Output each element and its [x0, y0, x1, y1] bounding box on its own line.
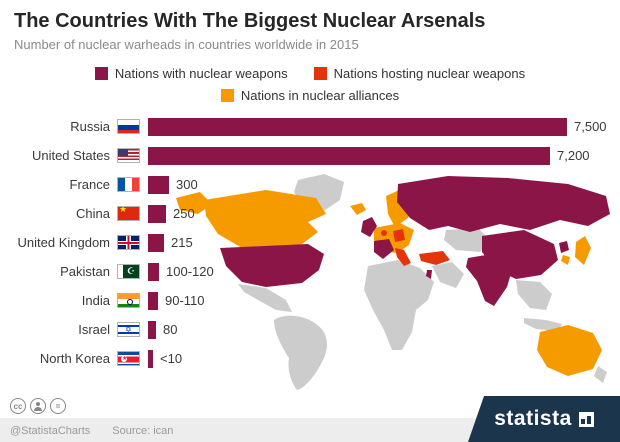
cc-icon[interactable]: cc	[10, 398, 26, 414]
chart-row: North Korea <10	[0, 344, 620, 373]
country-label: Israel	[78, 322, 110, 337]
flag-us-icon	[117, 148, 140, 163]
statista-brand-block[interactable]: statista	[468, 396, 620, 442]
credits: @StatistaCharts Source: ican	[10, 425, 173, 437]
country-label: United Kingdom	[17, 235, 111, 250]
flag-ru-icon	[117, 119, 140, 134]
chart-row: Israel 80	[0, 315, 620, 344]
no-derivatives-icon[interactable]: =	[50, 398, 66, 414]
legend-swatch-icon	[220, 89, 234, 102]
country-label: India	[81, 293, 110, 308]
bar[interactable]	[148, 262, 159, 281]
flag-fr-icon	[117, 177, 140, 192]
map-regions-hosting	[381, 229, 450, 266]
bar[interactable]	[148, 291, 158, 310]
bar-value: 7,500	[574, 119, 607, 134]
country-label: North Korea	[39, 351, 110, 366]
source-text: Source: ican	[112, 425, 174, 437]
country-label: Russia	[70, 119, 110, 134]
flag-cn-icon	[117, 206, 140, 221]
bar-value: 250	[173, 206, 195, 221]
bar[interactable]	[148, 175, 169, 194]
bar[interactable]	[148, 204, 166, 223]
bar[interactable]	[148, 233, 164, 252]
legend: Nations with nuclear weapons Nations host…	[0, 66, 620, 110]
bar-value: 90-110	[165, 293, 205, 308]
chart-row: United Kingdom 215	[0, 228, 620, 257]
legend-swatch-icon	[313, 67, 327, 80]
flag-in-icon	[117, 293, 140, 308]
legend-row-1: Nations with nuclear weapons Nations host…	[0, 66, 620, 81]
statista-logo-icon	[578, 411, 594, 427]
chart-row: Pakistan 100-120	[0, 257, 620, 286]
country-label: Pakistan	[60, 264, 110, 279]
bar-value: 215	[171, 235, 193, 250]
flag-kp-icon	[117, 351, 140, 366]
bar-chart: Russia 7,500 United States 7,200 France 300 Ch…	[0, 112, 620, 373]
map-regions-alliances	[176, 188, 602, 376]
legend-item-0: Nations with nuclear weapons	[94, 66, 288, 81]
bar-value: 80	[163, 322, 178, 337]
world-map	[176, 174, 610, 390]
chart-row: China 250	[0, 199, 620, 228]
cc-license-icons[interactable]: cc =	[10, 398, 70, 414]
flag-il-icon	[117, 322, 140, 337]
chart-row: India 90-110	[0, 286, 620, 315]
page-title: The Countries With The Biggest Nuclear A…	[14, 10, 486, 32]
country-label: France	[69, 177, 110, 192]
bar-value: 100-120	[166, 264, 214, 279]
flag-gb-icon	[117, 235, 140, 250]
statista-charts-handle[interactable]: @StatistaCharts	[10, 425, 91, 437]
map-regions-weapons	[220, 176, 610, 306]
footer: cc = @StatistaCharts Source: ican statis…	[0, 396, 620, 442]
legend-item-1: Nations hosting nuclear weapons	[313, 66, 526, 81]
bar-value: <10	[160, 351, 183, 366]
bar[interactable]	[148, 320, 156, 339]
bar-value: 7,200	[557, 148, 590, 163]
country-label: China	[76, 206, 110, 221]
attribution-icon[interactable]	[30, 398, 46, 414]
header: The Countries With The Biggest Nuclear A…	[14, 10, 610, 52]
country-label: United States	[31, 148, 110, 163]
legend-swatch-icon	[94, 67, 108, 80]
flag-pk-icon	[117, 264, 140, 279]
legend-label: Nations in nuclear alliances	[240, 88, 400, 103]
legend-row-2: Nations in nuclear alliances	[0, 88, 620, 103]
bar[interactable]	[148, 349, 153, 368]
statista-logo-text: statista	[494, 407, 572, 430]
chart-row: United States 7,200	[0, 141, 620, 170]
legend-item-2: Nations in nuclear alliances	[220, 88, 400, 103]
legend-label: Nations hosting nuclear weapons	[333, 66, 526, 81]
bar[interactable]	[148, 117, 567, 136]
bar-value: 300	[176, 177, 198, 192]
legend-label: Nations with nuclear weapons	[114, 66, 288, 81]
page-subtitle: Number of nuclear warheads in countries …	[14, 37, 359, 52]
bar[interactable]	[148, 146, 550, 165]
chart-row: Russia 7,500	[0, 112, 620, 141]
chart-row: France 300	[0, 170, 620, 199]
